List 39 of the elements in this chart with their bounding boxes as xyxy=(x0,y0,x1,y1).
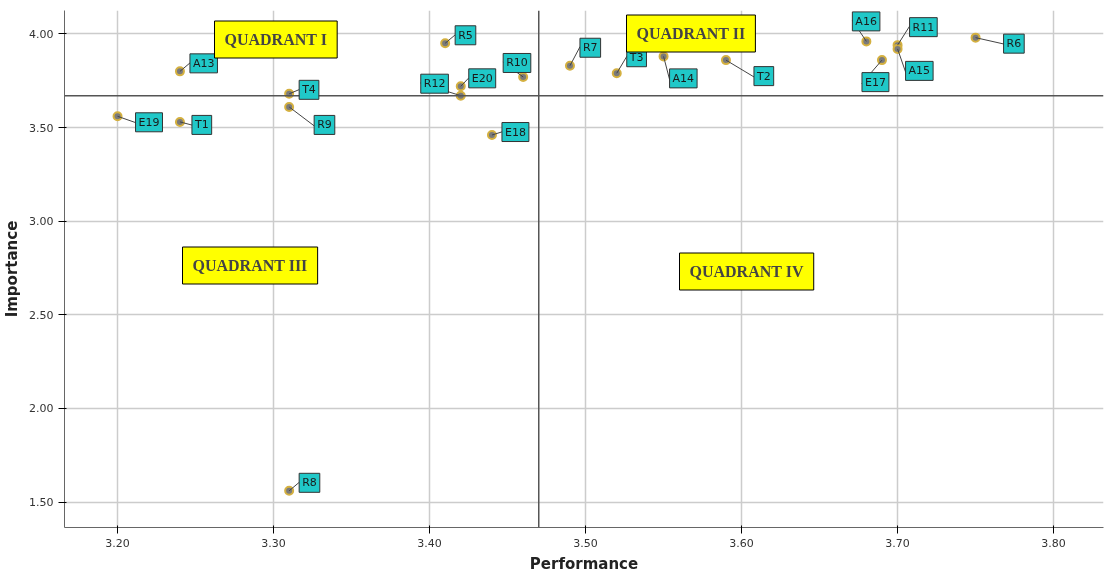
text: T3 xyxy=(629,50,644,64)
text: T1 xyxy=(194,118,209,132)
y-tick-label: 2.50 xyxy=(29,308,54,322)
annotation: QUADRANT IV xyxy=(689,263,804,280)
x-axis-title: Performance xyxy=(529,554,639,573)
x-tick-label: 3.60 xyxy=(729,536,754,550)
text: R10 xyxy=(506,56,528,70)
y-tick-label: 2.00 xyxy=(29,402,54,416)
text: A14 xyxy=(672,71,695,85)
text: E17 xyxy=(864,75,886,89)
y-axis-title: Importance xyxy=(3,220,22,318)
x-tick-label: 3.40 xyxy=(417,536,442,550)
text: R8 xyxy=(302,476,317,490)
x-tick-label: 3.70 xyxy=(885,536,910,550)
text: E18 xyxy=(504,125,526,139)
annotation: QUADRANT II xyxy=(636,25,746,42)
text: R9 xyxy=(317,118,332,132)
text: R6 xyxy=(1006,37,1022,51)
text: R12 xyxy=(423,77,446,91)
text: A15 xyxy=(908,64,931,78)
text: R7 xyxy=(582,41,598,55)
annotation: QUADRANT I xyxy=(224,31,327,48)
text: A16 xyxy=(855,14,877,28)
x-tick-label: 3.50 xyxy=(573,536,598,550)
y-tick-label: 3.50 xyxy=(29,121,54,135)
text: T4 xyxy=(302,83,316,97)
y-tick-label: 4.00 xyxy=(29,27,54,41)
text: E20 xyxy=(471,71,493,85)
y-tick-label: 3.00 xyxy=(29,215,54,229)
text: T2 xyxy=(756,69,771,83)
y-tick-label: 1.50 xyxy=(29,496,54,510)
x-tick-label: 3.30 xyxy=(261,536,286,550)
text: R11 xyxy=(912,20,935,34)
text: E19 xyxy=(138,115,160,129)
x-tick-label: 3.80 xyxy=(1041,536,1066,550)
annotation: QUADRANT III xyxy=(192,257,308,274)
text: A13 xyxy=(192,56,215,70)
x-tick-label: 3.20 xyxy=(105,536,130,550)
text: R5 xyxy=(458,28,473,42)
